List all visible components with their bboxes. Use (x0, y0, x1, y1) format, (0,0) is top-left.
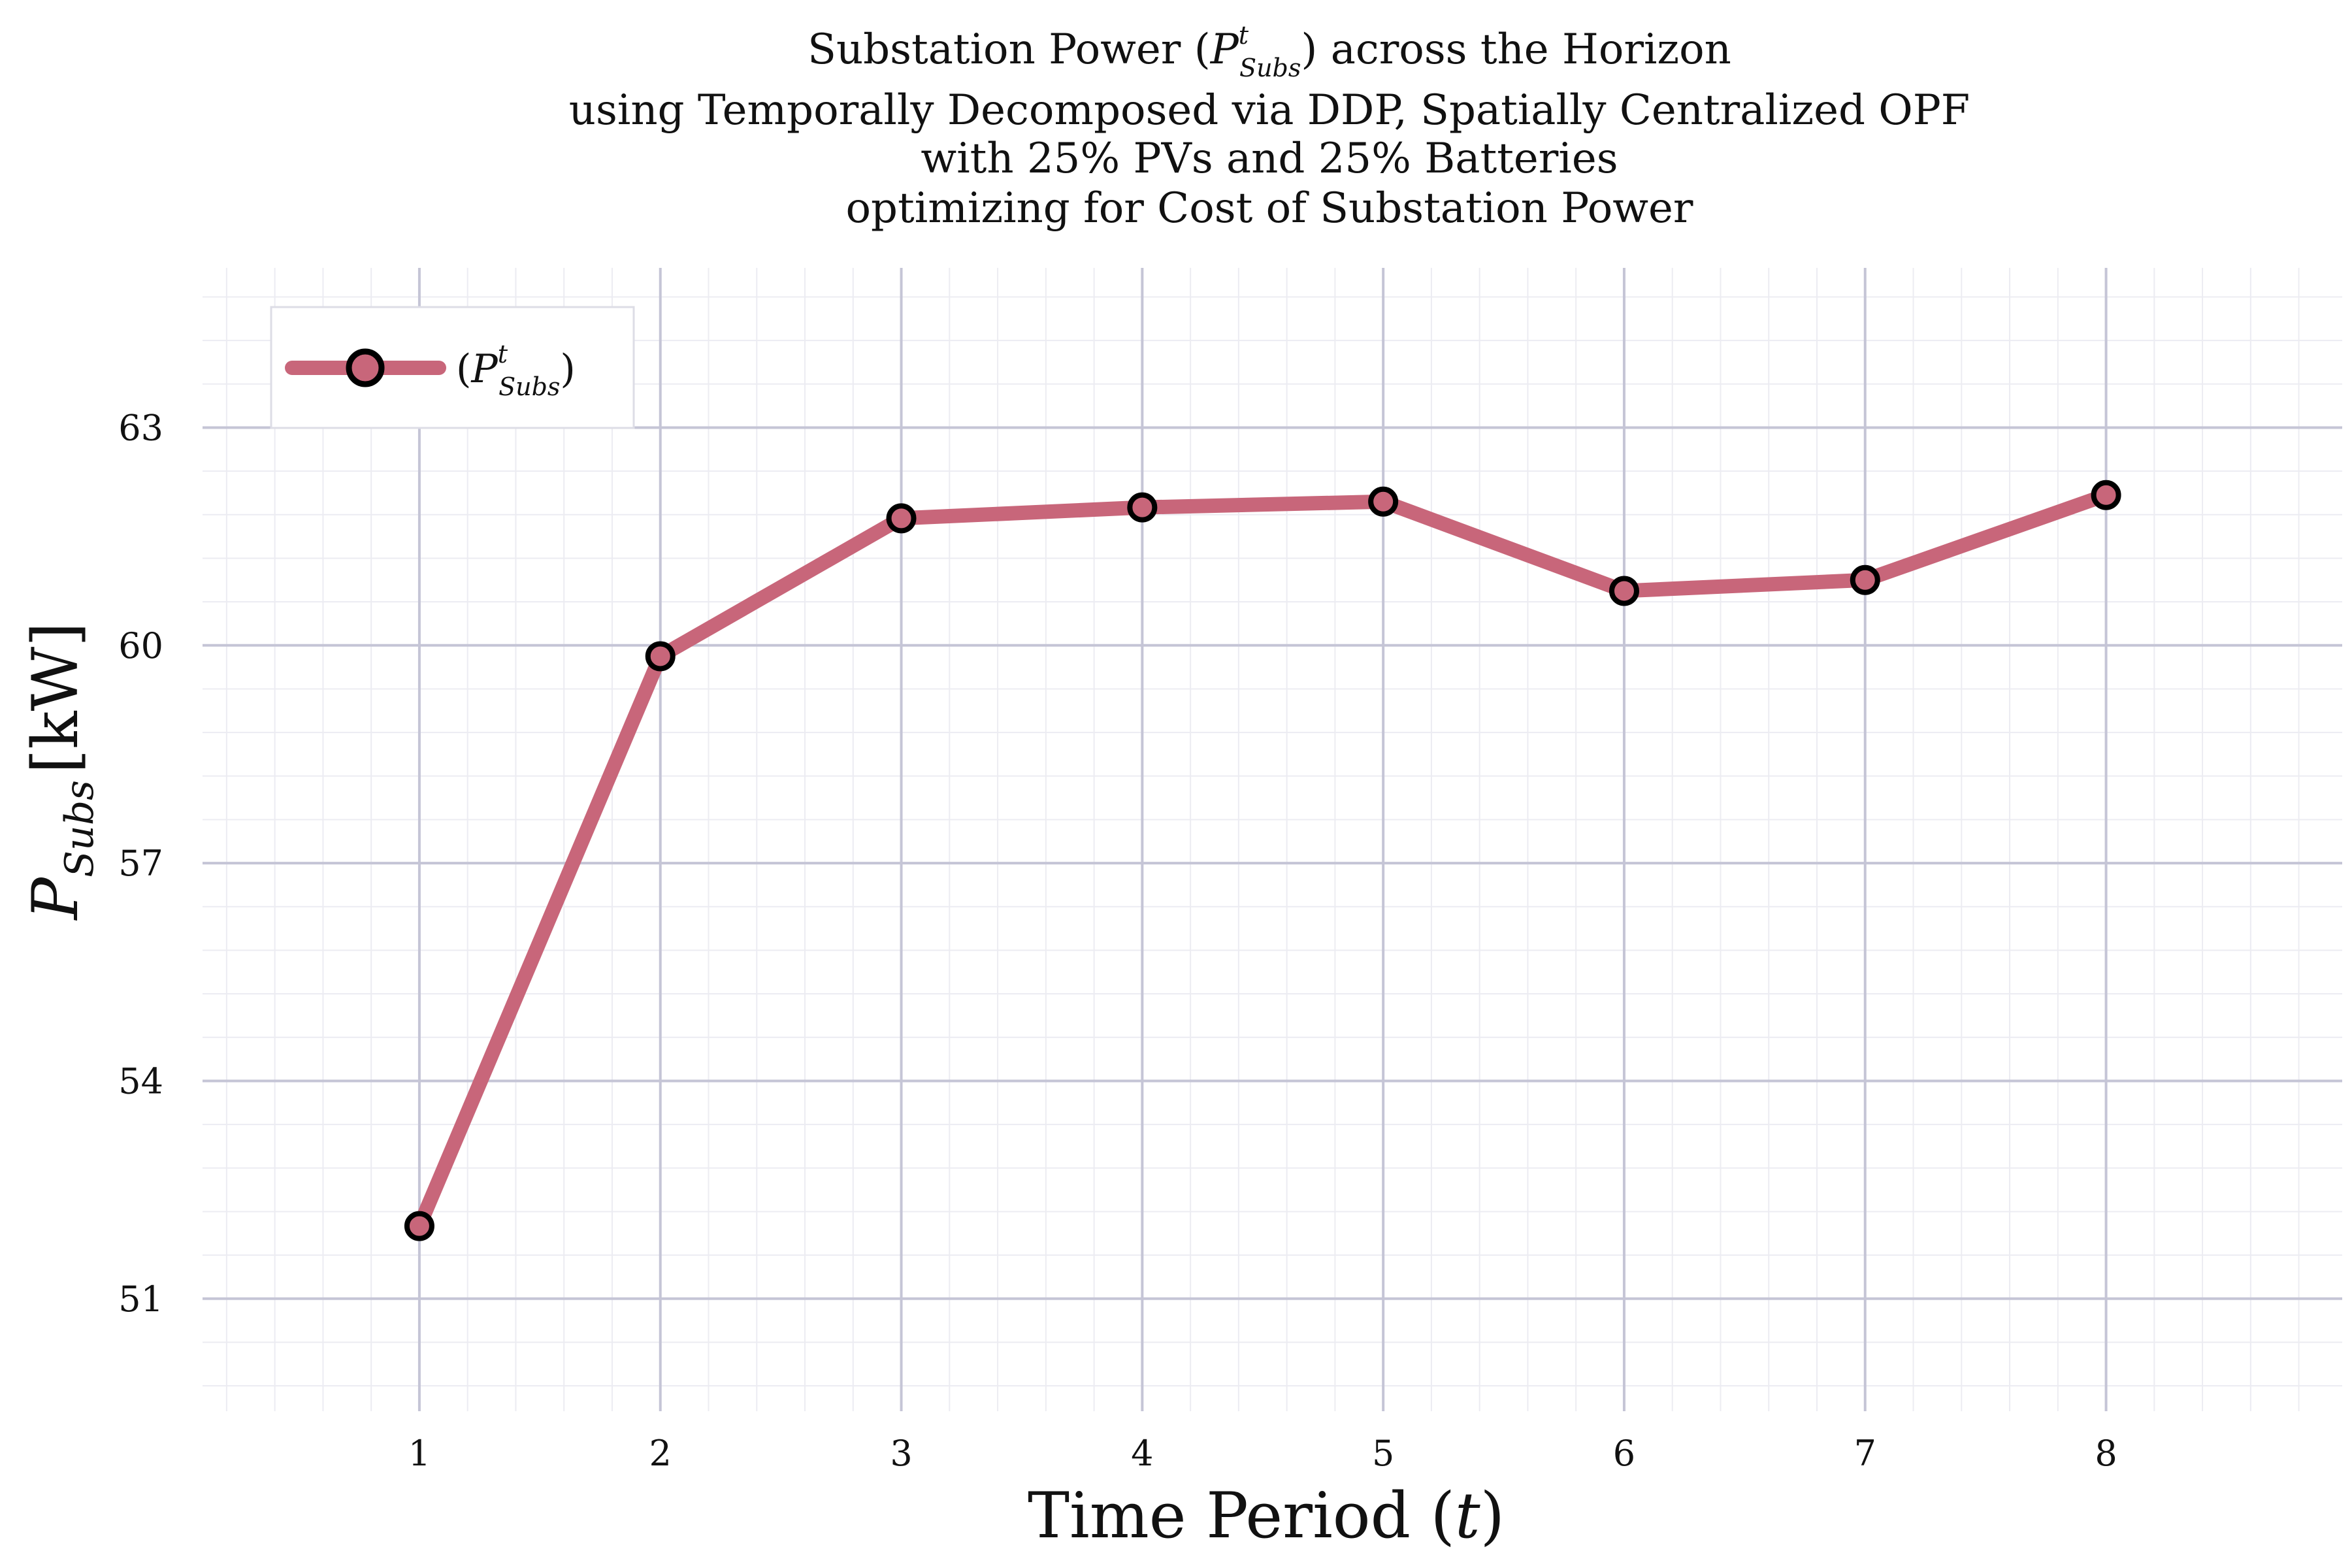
x-axis-label: Time Period (t) (1028, 1479, 1505, 1552)
x-tick-label: 2 (649, 1433, 672, 1474)
major-grid (203, 268, 2342, 1411)
x-tick-label: 3 (890, 1433, 912, 1474)
data-point-marker (886, 503, 917, 534)
chart-title: Substation Power (Pt Subs) across the Hor… (569, 21, 1970, 233)
y-tick-label: 63 (118, 407, 163, 448)
x-tick-label: 4 (1131, 1433, 1153, 1474)
y-axis-label: PSubs[kW] (19, 622, 103, 921)
legend: (Pt Subs) (270, 306, 635, 429)
legend-series-label: (Pt Subs) (456, 340, 576, 401)
data-point-marker (1368, 486, 1399, 517)
x-tick-label: 7 (1854, 1433, 1876, 1474)
chart-title-line-3: with 25% PVs and 25% Batteries (921, 135, 1618, 183)
chart-title-line-1: Substation Power (Pt Subs) across the Hor… (808, 21, 1731, 82)
y-tick-label: 60 (118, 625, 163, 666)
data-point-marker (1609, 576, 1639, 606)
x-tick-label: 6 (1613, 1433, 1635, 1474)
data-point-marker (2091, 480, 2121, 510)
data-point-marker (1127, 492, 1158, 523)
series-layer (404, 480, 2121, 1241)
y-tick-label: 54 (118, 1060, 163, 1102)
chart-title-line-4: optimizing for Cost of Substation Power (846, 184, 1693, 233)
y-tick-label: 51 (118, 1279, 163, 1320)
x-axis-ticks: 1 2 3 4 5 6 7 8 (408, 1433, 2117, 1474)
x-tick-label: 5 (1372, 1433, 1394, 1474)
y-tick-label: 57 (118, 843, 163, 884)
x-tick-label: 1 (408, 1433, 431, 1474)
data-point-marker (1850, 564, 1880, 595)
x-tick-label: 8 (2095, 1433, 2117, 1474)
data-point-marker (645, 641, 676, 672)
data-point-marker (404, 1211, 434, 1241)
y-axis-ticks: 51 54 57 60 63 (118, 407, 163, 1319)
chart-title-line-2: using Temporally Decomposed via DDP, Spa… (569, 86, 1970, 135)
series-line (412, 487, 2114, 1233)
legend-marker-swatch (346, 348, 385, 387)
